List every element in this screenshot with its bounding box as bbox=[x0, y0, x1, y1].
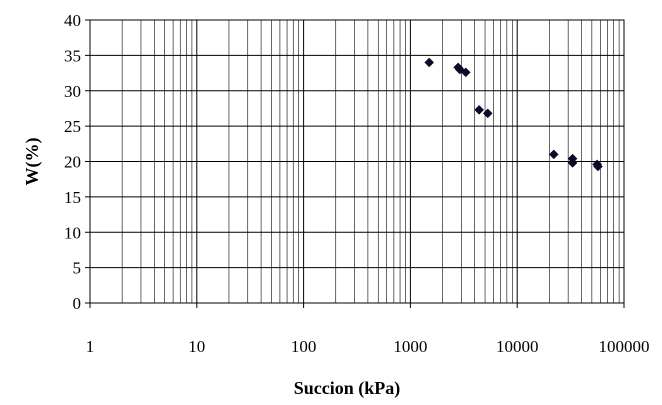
y-tick-label: 30 bbox=[64, 82, 81, 101]
y-tick-label: 20 bbox=[64, 153, 81, 172]
y-tick-label: 40 bbox=[64, 11, 81, 30]
data-point bbox=[567, 158, 578, 168]
data-point bbox=[548, 149, 559, 160]
y-axis-title: W(%) bbox=[22, 138, 43, 186]
data-point bbox=[482, 108, 493, 119]
x-tick-label: 10 bbox=[188, 337, 205, 356]
data-point bbox=[593, 161, 603, 172]
grid-major-lines bbox=[89, 19, 625, 304]
y-axis-ticks: 0 5 10 15 20 25 30 35 40 bbox=[64, 11, 90, 313]
y-tick-label: 35 bbox=[64, 46, 81, 65]
y-tick-label: 0 bbox=[73, 294, 82, 313]
y-tick-label: 25 bbox=[64, 117, 81, 136]
x-tick-label: 10000 bbox=[496, 337, 539, 356]
data-point bbox=[424, 57, 435, 68]
x-axis-ticks: 1 10 100 1000 10000 100000 bbox=[86, 303, 650, 356]
data-point bbox=[460, 67, 471, 78]
x-axis-title: Succion (kPa) bbox=[294, 378, 401, 399]
x-tick-label: 1 bbox=[86, 337, 95, 356]
y-tick-label: 15 bbox=[64, 188, 81, 207]
x-tick-label: 1000 bbox=[393, 337, 427, 356]
x-tick-label: 100000 bbox=[599, 337, 650, 356]
y-tick-label: 5 bbox=[73, 259, 82, 278]
y-tick-label: 10 bbox=[64, 223, 81, 242]
x-tick-label: 100 bbox=[291, 337, 317, 356]
data-points bbox=[424, 57, 603, 172]
data-point bbox=[474, 104, 484, 115]
